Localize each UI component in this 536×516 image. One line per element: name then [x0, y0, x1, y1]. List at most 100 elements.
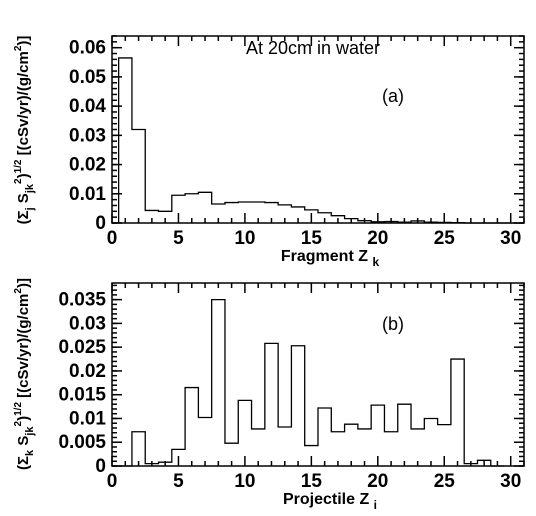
histogram-bin — [185, 194, 198, 223]
histogram-bin — [252, 202, 265, 223]
histogram-bin — [119, 58, 132, 223]
y-axis-label-part: ) — [15, 416, 32, 421]
y-tick-label: 0.05 — [69, 67, 106, 88]
x-axis-label: Fragment Z k — [281, 248, 380, 269]
x-axis-label-main: Fragment Z — [281, 248, 373, 265]
panel-label: (b) — [382, 314, 404, 334]
chart-annotation: At 20cm in water — [246, 38, 380, 58]
histogram-bin — [477, 460, 490, 466]
y-axis-label-part: 1/2 — [13, 402, 24, 416]
histogram-bin — [358, 221, 371, 223]
histogram-bin — [278, 205, 291, 223]
y-axis-label: (Σk Sjk2)1/2 [(cSv/yr)/(g/cm2)] — [13, 278, 36, 470]
x-tick-label: 30 — [500, 471, 521, 492]
histogram-bin — [438, 222, 451, 223]
histogram-bin — [411, 429, 424, 466]
y-tick-label: 0.015 — [58, 385, 106, 406]
panel-label: (a) — [382, 86, 404, 106]
x-tick-label: 10 — [234, 228, 255, 249]
histogram-bin — [265, 203, 278, 223]
y-axis-label-part: S — [15, 436, 32, 450]
y-axis-label-part: 2 — [13, 288, 24, 294]
histogram-bin — [305, 210, 318, 223]
y-tick-label: 0.02 — [69, 155, 106, 176]
histogram-bin — [291, 207, 304, 223]
histogram-bin — [451, 359, 464, 466]
y-tick-label: 0.06 — [69, 38, 106, 59]
y-tick-label: 0.035 — [58, 290, 106, 311]
x-tick-label: 20 — [367, 471, 388, 492]
x-tick-label: 20 — [367, 228, 388, 249]
histogram-bin — [371, 222, 384, 223]
histogram-bin — [225, 443, 238, 466]
histogram-bin — [212, 300, 225, 466]
histogram-bin — [132, 130, 145, 224]
x-tick-label: 30 — [500, 228, 521, 249]
histogram-bin — [438, 425, 451, 466]
y-axis-label-part: )] — [15, 36, 32, 46]
histogram-bin — [411, 221, 424, 223]
histogram-bin — [172, 195, 185, 223]
y-axis-label: (Σj Sjk2)1/2 [(cSv/yr)/(g/cm2)] — [13, 36, 36, 225]
x-axis-label-subscript: k — [372, 255, 379, 269]
histogram-bin — [198, 418, 211, 466]
histogram-bin — [291, 346, 304, 466]
histogram-bin — [212, 204, 225, 223]
histogram-bin — [424, 418, 437, 466]
y-tick-label: 0.01 — [69, 408, 106, 429]
histogram-bin — [398, 404, 411, 466]
y-tick-label: 0.005 — [58, 432, 106, 453]
histogram-bin — [305, 446, 318, 466]
x-axis-label-subscript: i — [374, 498, 377, 512]
y-tick-label: 0 — [95, 456, 106, 477]
histogram-bin — [159, 211, 172, 223]
histogram-bin — [198, 192, 211, 223]
histogram-bin — [358, 429, 371, 466]
histogram-bin — [318, 213, 331, 223]
histogram-outline — [118, 298, 505, 467]
y-tick-label: 0.04 — [69, 96, 106, 117]
y-axis-label-part: [(cSv/yr)/(g/cm — [15, 294, 32, 402]
x-tick-label: 0 — [107, 228, 118, 249]
histogram-bin — [225, 203, 238, 223]
histogram-bin — [345, 219, 358, 223]
plot-frame — [111, 282, 525, 467]
histogram-bin — [145, 464, 158, 466]
x-tick-label: 25 — [434, 228, 456, 249]
histogram-bin — [384, 222, 397, 223]
histogram-bin — [464, 464, 477, 466]
y-tick-label: 0.02 — [69, 361, 106, 382]
y-axis-label-text: (Σk Sjk2)1/2 [(cSv/yr)/(g/cm2)] — [13, 278, 36, 470]
histogram-bin — [331, 432, 344, 466]
y-axis-label-part: [(cSv/yr)/(g/cm — [15, 51, 32, 159]
y-axis-label-part: 2 — [13, 178, 24, 184]
y-tick-label: 0.025 — [58, 337, 106, 358]
x-tick-label: 25 — [434, 471, 456, 492]
y-tick-label: 0.03 — [69, 313, 106, 334]
y-axis-label-part: jk — [24, 183, 36, 194]
histogram-bin — [371, 405, 384, 466]
histogram-bin — [238, 202, 251, 223]
y-axis-label-text: (Σj Sjk2)1/2 [(cSv/yr)/(g/cm2)] — [13, 36, 36, 225]
y-tick-label: 0 — [95, 213, 106, 234]
histogram-bin — [172, 449, 185, 466]
y-axis-label-part: jk — [24, 426, 36, 437]
histogram-bin — [132, 432, 145, 466]
histogram-outline — [117, 57, 518, 224]
y-tick-label: 0.03 — [69, 125, 106, 146]
histogram-bin — [384, 432, 397, 466]
y-axis-label-part: (Σ — [15, 210, 32, 224]
y-axis-label-part: (Σ — [15, 456, 32, 470]
histogram-bin — [159, 462, 172, 466]
histogram-bin — [278, 427, 291, 466]
histogram-bin — [318, 408, 331, 466]
histogram-bin — [398, 222, 411, 223]
x-tick-label: 5 — [173, 228, 184, 249]
x-tick-label: 5 — [173, 471, 184, 492]
y-axis-label-part: k — [24, 449, 36, 456]
histogram-bin — [145, 210, 158, 223]
y-axis-label-part: 2 — [13, 45, 24, 51]
y-tick-label: 0.01 — [69, 184, 106, 205]
histogram-bin — [265, 343, 278, 466]
